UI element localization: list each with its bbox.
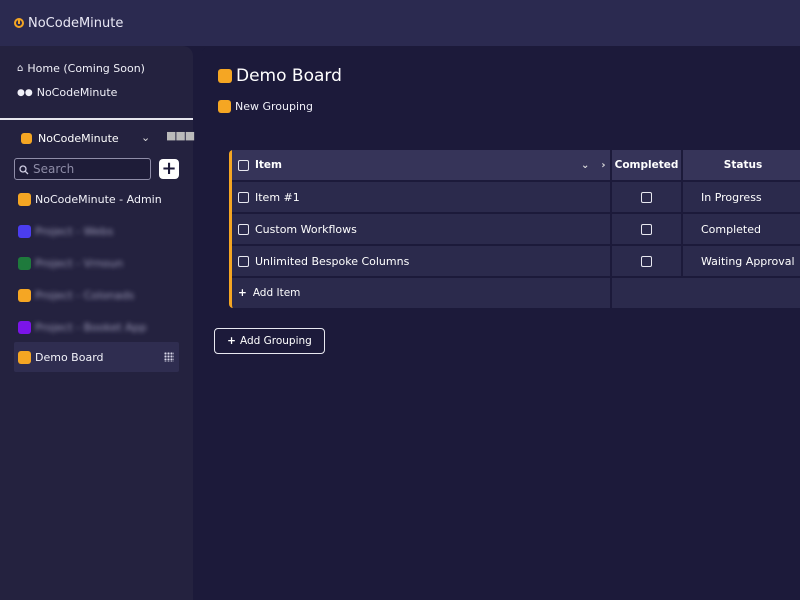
row-select-checkbox[interactable] — [238, 255, 249, 267]
workspace-selector[interactable]: NoCodeMinute ⌄ ■■■ — [21, 129, 195, 145]
grouping-title[interactable]: New Grouping — [218, 100, 313, 113]
add-board-button[interactable]: + — [159, 159, 179, 179]
board-title-text[interactable]: Demo Board — [236, 66, 342, 86]
board-color-icon — [218, 69, 232, 83]
table-row: Custom Workflows Completed — [232, 214, 800, 246]
chevron-down-icon[interactable]: ⌄ — [581, 159, 590, 171]
item-name[interactable]: Item #1 — [255, 190, 300, 204]
workspace-label: NoCodeMinute — [38, 132, 119, 145]
add-grouping-label: Add Grouping — [239, 335, 312, 347]
board-label: Demo Board — [35, 350, 104, 364]
chevron-down-icon[interactable]: ⌄ — [141, 131, 151, 144]
main-content: Demo Board New Grouping Item ⌄ › Complet… — [201, 46, 800, 600]
status-cell[interactable]: In Progress — [681, 182, 800, 212]
add-item-label: Add Item — [252, 287, 301, 299]
sidebar-board-item-active[interactable]: Demo Board — [14, 342, 179, 372]
home-icon: ⌂ — [17, 63, 24, 74]
item-name[interactable]: Custom Workflows — [255, 222, 357, 236]
status-cell[interactable]: Waiting Approval — [681, 246, 800, 276]
column-header-completed[interactable]: Completed — [610, 150, 681, 180]
workspace-color-icon — [21, 133, 32, 144]
grouping-title-text: New Grouping — [235, 100, 313, 113]
board-color-icon — [18, 320, 31, 334]
sidebar-board-item[interactable]: NoCodeMinute - Admin — [14, 184, 179, 214]
board-color-icon — [18, 288, 31, 302]
completed-cell — [610, 182, 681, 212]
board-label: Project - Colonads — [35, 288, 135, 302]
add-grouping-button[interactable]: + Add Grouping — [214, 328, 325, 354]
page-title: Demo Board — [218, 66, 342, 86]
plus-icon: + — [227, 335, 236, 347]
board-label: NoCodeMinute - Admin — [35, 192, 162, 206]
item-cell: Item #1 — [238, 182, 610, 212]
board-label: Project - Webs — [35, 224, 114, 238]
completed-checkbox[interactable] — [641, 255, 652, 267]
item-cell: Custom Workflows — [238, 214, 610, 244]
table-row: Unlimited Bespoke Columns Waiting Approv… — [232, 246, 800, 278]
completed-checkbox[interactable] — [641, 223, 652, 235]
add-item-row: + Add Item — [232, 278, 800, 308]
add-item-button[interactable]: + Add Item — [238, 278, 610, 308]
board-label: Project - Booket App — [35, 320, 147, 334]
sidebar-item-label: Home (Coming Soon) — [27, 62, 145, 75]
sidebar-divider — [0, 118, 193, 120]
search-box — [14, 158, 151, 180]
sidebar-board-item[interactable]: Project - Vrnoun — [14, 248, 179, 278]
completed-checkbox[interactable] — [641, 191, 652, 203]
board-label: Project - Vrnoun — [35, 256, 124, 270]
items-table: Item ⌄ › Completed Status Item #1 In Pro… — [229, 150, 800, 308]
board-color-icon — [18, 192, 31, 206]
sidebar-item-home[interactable]: ⌂ Home (Coming Soon) — [17, 62, 145, 75]
table-header-row: Item ⌄ › Completed Status — [232, 150, 800, 182]
sidebar-board-item[interactable]: Project - Webs — [14, 216, 179, 246]
column-header-item: Item — [255, 159, 282, 171]
completed-cell — [610, 246, 681, 276]
sidebar-board-item[interactable]: Project - Colonads — [14, 280, 179, 310]
sidebar-item-label: NoCodeMinute — [36, 86, 118, 99]
sidebar-board-item[interactable]: Project - Booket App — [14, 312, 179, 342]
board-color-icon — [18, 224, 31, 238]
sidebar: ⌂ Home (Coming Soon) ●● NoCodeMinute NoC… — [0, 46, 195, 600]
clock-logo-icon — [14, 18, 24, 28]
row-select-checkbox[interactable] — [238, 191, 249, 203]
chevron-right-icon[interactable]: › — [601, 159, 606, 171]
row-select-checkbox[interactable] — [238, 223, 249, 235]
completed-cell — [610, 214, 681, 244]
search-icon — [19, 160, 29, 179]
users-icon: ●● — [17, 87, 33, 98]
select-all-checkbox[interactable] — [238, 159, 249, 171]
plus-icon: + — [238, 287, 247, 299]
grid-icon[interactable] — [164, 352, 174, 362]
board-color-icon — [18, 256, 31, 270]
app-title[interactable]: NoCodeMinute — [28, 15, 124, 31]
more-options-icon[interactable]: ■■■ — [166, 129, 195, 142]
grouping-color-icon — [218, 100, 231, 113]
item-name[interactable]: Unlimited Bespoke Columns — [255, 254, 410, 268]
search-input[interactable] — [33, 162, 143, 176]
item-cell: Unlimited Bespoke Columns — [238, 246, 610, 276]
status-cell[interactable]: Completed — [681, 214, 800, 244]
top-bar: NoCodeMinute — [0, 0, 800, 46]
column-header-status[interactable]: Status — [681, 150, 800, 180]
header-item-cell: Item ⌄ › — [238, 150, 610, 180]
sidebar-item-organization[interactable]: ●● NoCodeMinute — [17, 86, 117, 99]
empty-cell — [610, 278, 681, 308]
board-color-icon — [18, 350, 31, 364]
table-row: Item #1 In Progress — [232, 182, 800, 214]
